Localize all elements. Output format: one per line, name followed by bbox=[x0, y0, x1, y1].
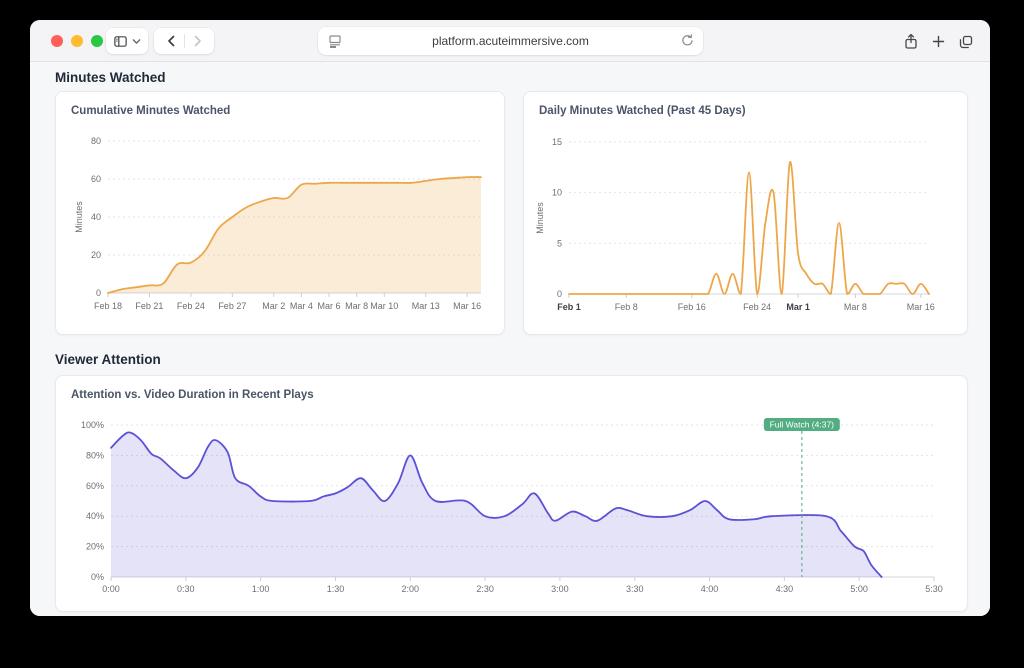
svg-text:Mar 4: Mar 4 bbox=[290, 301, 313, 311]
daily-minutes-chart: 0 5 10 15 Feb 1 Feb 8 Feb 16 Feb 24 Mar 1 Mar 8 Ma… bbox=[524, 92, 967, 334]
svg-text:Feb 18: Feb 18 bbox=[94, 301, 122, 311]
svg-text:20%: 20% bbox=[86, 542, 104, 552]
divider bbox=[183, 34, 185, 48]
svg-text:3:30: 3:30 bbox=[626, 584, 644, 594]
svg-text:0:30: 0:30 bbox=[177, 584, 195, 594]
chart-title: Cumulative Minutes Watched bbox=[71, 105, 231, 117]
svg-text:Feb 24: Feb 24 bbox=[177, 301, 205, 311]
reload-icon[interactable] bbox=[679, 33, 694, 48]
daily-minutes-card: Daily Minutes Watched (Past 45 Days) 0 5 1… bbox=[523, 91, 968, 335]
url-text: platform.acuteimmersive.com bbox=[432, 34, 589, 48]
svg-text:Mar 10: Mar 10 bbox=[370, 301, 398, 311]
zoom-button[interactable] bbox=[91, 35, 103, 47]
svg-text:10: 10 bbox=[552, 188, 562, 198]
minimize-button[interactable] bbox=[71, 35, 83, 47]
full-watch-badge bbox=[763, 418, 840, 431]
svg-text:Mar 2: Mar 2 bbox=[262, 301, 285, 311]
share-icon[interactable] bbox=[903, 33, 919, 50]
svg-text:4:00: 4:00 bbox=[701, 584, 719, 594]
cumulative-minutes-chart: 0 20 40 60 80 Feb 18 Feb 21 Feb 24 Feb 27 Mar 2 Ma… bbox=[56, 92, 504, 334]
window-controls bbox=[51, 35, 103, 47]
svg-text:20: 20 bbox=[91, 250, 101, 260]
svg-text:5:00: 5:00 bbox=[850, 584, 868, 594]
page-settings-icon[interactable] bbox=[327, 33, 343, 49]
svg-text:15: 15 bbox=[552, 137, 562, 147]
svg-text:60: 60 bbox=[91, 174, 101, 184]
svg-text:Feb 27: Feb 27 bbox=[218, 301, 246, 311]
back-button[interactable] bbox=[165, 34, 179, 48]
chevron-down-icon bbox=[132, 37, 141, 46]
svg-text:Mar 16: Mar 16 bbox=[907, 302, 935, 312]
svg-text:2:00: 2:00 bbox=[402, 584, 420, 594]
svg-text:5: 5 bbox=[557, 238, 562, 248]
svg-text:60%: 60% bbox=[86, 481, 104, 491]
svg-text:Feb 8: Feb 8 bbox=[615, 302, 638, 312]
chart-title: Attention vs. Video Duration in Recent P… bbox=[71, 389, 314, 401]
address-bar[interactable]: platform.acuteimmersive.com bbox=[318, 27, 703, 55]
svg-text:80: 80 bbox=[91, 136, 101, 146]
svg-text:Mar 1: Mar 1 bbox=[786, 302, 810, 312]
svg-text:4:30: 4:30 bbox=[776, 584, 794, 594]
section-title-minutes-watched: Minutes Watched bbox=[55, 70, 166, 85]
svg-text:Feb 21: Feb 21 bbox=[135, 301, 163, 311]
svg-text:1:00: 1:00 bbox=[252, 584, 270, 594]
navigation-buttons bbox=[154, 28, 214, 54]
forward-button[interactable] bbox=[190, 34, 204, 48]
svg-text:Mar 13: Mar 13 bbox=[412, 301, 440, 311]
section-title-viewer-attention: Viewer Attention bbox=[55, 352, 161, 367]
tab-overview-icon[interactable] bbox=[958, 34, 974, 50]
svg-text:Mar 8: Mar 8 bbox=[345, 301, 368, 311]
new-tab-icon[interactable] bbox=[931, 34, 946, 49]
attention-duration-chart: 0% 20% 40% 60% 80% 100% 0:00 0:30 1:00 1:30 2:00 2:… bbox=[56, 376, 967, 611]
browser-window: platform.acuteimmersive.com bbox=[30, 20, 990, 616]
svg-text:40: 40 bbox=[91, 212, 101, 222]
svg-text:100%: 100% bbox=[81, 420, 104, 430]
close-button[interactable] bbox=[51, 35, 63, 47]
svg-text:Feb 24: Feb 24 bbox=[743, 302, 771, 312]
svg-text:Feb 1: Feb 1 bbox=[557, 302, 581, 312]
page-content: Minutes Watched Cumulative Minutes Watch… bbox=[30, 62, 990, 616]
svg-text:40%: 40% bbox=[86, 511, 104, 521]
svg-text:3:00: 3:00 bbox=[551, 584, 569, 594]
svg-text:Feb 16: Feb 16 bbox=[678, 302, 706, 312]
svg-text:0:00: 0:00 bbox=[102, 584, 120, 594]
svg-text:0%: 0% bbox=[91, 572, 104, 582]
svg-text:Minutes: Minutes bbox=[74, 201, 84, 233]
svg-text:80%: 80% bbox=[86, 450, 104, 460]
sidebar-icon bbox=[113, 34, 128, 49]
svg-text:0: 0 bbox=[557, 289, 562, 299]
svg-text:5:30: 5:30 bbox=[925, 584, 943, 594]
svg-text:Mar 8: Mar 8 bbox=[844, 302, 867, 312]
full-watch-badge-label: Full Watch (4:37) bbox=[770, 420, 835, 430]
viewer-attention-card: Attention vs. Video Duration in Recent P… bbox=[55, 375, 968, 612]
browser-toolbar: platform.acuteimmersive.com bbox=[30, 20, 990, 62]
svg-text:0: 0 bbox=[96, 288, 101, 298]
svg-text:Minutes: Minutes bbox=[535, 202, 545, 234]
toolbar-right-actions bbox=[903, 33, 974, 50]
svg-text:Mar 6: Mar 6 bbox=[318, 301, 341, 311]
svg-text:2:30: 2:30 bbox=[476, 584, 494, 594]
sidebar-toggle-button[interactable] bbox=[106, 28, 148, 54]
cumulative-minutes-card: Cumulative Minutes Watched 0 20 40 60 80 Feb … bbox=[55, 91, 505, 335]
svg-text:Mar 16: Mar 16 bbox=[453, 301, 481, 311]
svg-text:1:30: 1:30 bbox=[327, 584, 345, 594]
chart-title: Daily Minutes Watched (Past 45 Days) bbox=[539, 105, 746, 117]
